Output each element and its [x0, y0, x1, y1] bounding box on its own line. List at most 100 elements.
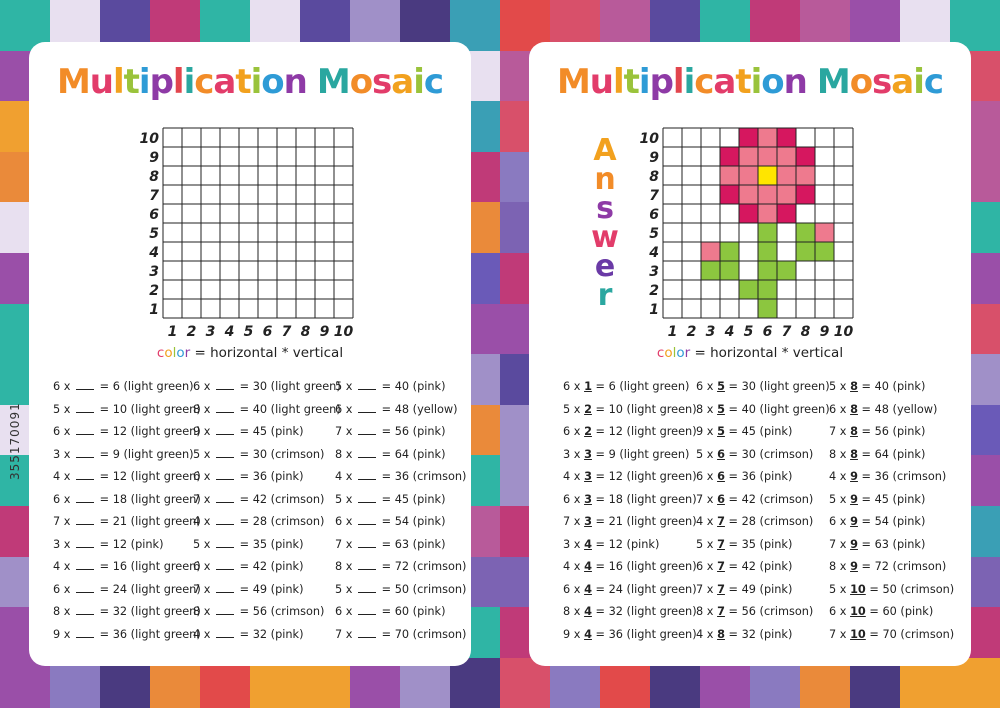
equation-row: 6 x = 6 (light green): [53, 380, 194, 393]
row-label: 7: [149, 188, 159, 204]
mosaic-cell: [720, 185, 739, 204]
column-label: 9: [320, 324, 330, 340]
equation-row: 5 x = 30 (crimson): [193, 447, 325, 461]
mosaic-cell: [720, 147, 739, 166]
equation-row: 3 x 4 = 12 (pink): [563, 537, 660, 551]
row-label: 1: [649, 302, 659, 318]
mosaic-cell: [758, 185, 777, 204]
equation-row: 8 x = 32 (light green): [53, 605, 201, 618]
color-formula: color = horizontal * vertical: [156, 345, 344, 361]
row-label: 9: [649, 150, 659, 166]
equation-row: 6 x = 24 (light green): [53, 582, 201, 596]
mosaic-cell: [739, 147, 758, 166]
equation-row: 4 x = 28 (crimson): [193, 515, 325, 528]
mosaic-cell: [777, 185, 796, 204]
mosaic-cell: [758, 204, 777, 223]
column-label: 6: [263, 324, 273, 340]
equation-row: 5 x = 50 (crimson): [335, 582, 467, 596]
equation-row: 3 x = 9 (light green): [53, 447, 194, 461]
mosaic-cell: [758, 128, 777, 147]
mosaic-cell: [777, 128, 796, 147]
equation-column-2: 6 x = 30 (light green) 8 x = 40 (light gr…: [193, 376, 343, 646]
answer-title: Multiplication Mosaic: [556, 62, 944, 102]
mosaic-cell: [720, 261, 739, 280]
mosaic-cell: [796, 242, 815, 261]
answer-column-3: 5 x 8 = 40 (pink) 6 x 8 = 48 (yellow) 7 x …: [829, 376, 979, 646]
equation-row: 8 x = 56 (crimson): [193, 605, 325, 618]
mosaic-cell: [758, 261, 777, 280]
equation-row: 4 x = 36 (crimson): [335, 470, 467, 483]
mosaic-cell: [701, 261, 720, 280]
row-label: 8: [649, 169, 659, 185]
column-label: 3: [206, 324, 216, 340]
column-label: 7: [282, 324, 292, 340]
equation-row: 7 x = 42 (crimson): [193, 492, 325, 506]
worksheet-card: Multiplication Mosaic 10 9 8 7 6 5 4 3 2 1 1 2 3 4 5 6 7…: [29, 42, 471, 666]
mosaic-cell: [701, 242, 720, 261]
equation-row: 8 x 9 = 72 (crimson): [829, 560, 947, 573]
equation-row: 8 x 4 = 32 (light green): [563, 605, 697, 618]
equation-row: 8 x = 40 (light green): [193, 402, 341, 416]
equation-row: 7 x 6 = 42 (crimson): [696, 492, 814, 506]
column-label: 3: [706, 324, 716, 340]
mosaic-cell: [739, 280, 758, 299]
column-label: 5: [744, 324, 754, 340]
equation-row: 7 x = 70 (crimson): [335, 627, 467, 641]
row-label: 7: [649, 188, 659, 204]
row-label: 8: [149, 169, 159, 185]
equation-row: 5 x 9 = 45 (pink): [829, 492, 926, 506]
mosaic-cell: [796, 166, 815, 185]
mosaic-cell: [739, 128, 758, 147]
equation-row: 7 x 3 = 21 (light green): [563, 515, 697, 528]
column-label: 9: [820, 324, 830, 340]
equation-row: 9 x = 45 (pink): [193, 425, 304, 438]
mosaic-cell: [777, 166, 796, 185]
column-label: 10: [834, 324, 854, 340]
mosaic-cell: [739, 185, 758, 204]
equation-row: 6 x = 36 (pink): [193, 470, 304, 483]
equation-row: 7 x = 63 (pink): [335, 537, 446, 551]
equation-row: 5 x = 45 (pink): [335, 492, 446, 506]
equation-row: 5 x = 40 (pink): [335, 380, 446, 393]
row-label: 6: [149, 207, 159, 223]
equation-row: 4 x = 16 (light green): [53, 560, 201, 573]
column-label: 7: [782, 324, 792, 340]
equation-row: 8 x 8 = 64 (pink): [829, 447, 926, 461]
mosaic-cell: [758, 299, 777, 318]
equation-row: 7 x 9 = 63 (pink): [829, 537, 926, 551]
equation-row: 6 x = 60 (pink): [335, 605, 446, 618]
equation-row: 4 x 9 = 36 (crimson): [829, 470, 947, 483]
column-label: 10: [334, 324, 354, 340]
equation-row: 7 x 8 = 56 (pink): [829, 425, 926, 438]
equation-row: 4 x 3 = 12 (light green): [563, 470, 697, 483]
row-label: 9: [149, 150, 159, 166]
equation-row: 6 x 2 = 12 (light green): [563, 425, 697, 438]
equation-row: 4 x = 12 (light green): [53, 470, 201, 483]
equation-row: 8 x = 64 (pink): [335, 447, 446, 461]
equation-row: 7 x 10 = 70 (crimson): [829, 627, 955, 641]
column-label: 8: [301, 324, 311, 340]
mosaic-cell: [739, 166, 758, 185]
equation-row: 9 x 5 = 45 (pink): [696, 425, 793, 438]
equation-row: 6 x 3 = 18 (light green): [563, 492, 697, 506]
equation-row: 6 x = 54 (pink): [335, 515, 446, 528]
row-label: 4: [148, 245, 159, 261]
row-label: 5: [149, 226, 159, 242]
equation-row: 8 x 5 = 40 (light green): [696, 402, 830, 416]
equation-row: 6 x = 42 (pink): [193, 560, 304, 573]
equation-row: 5 x 2 = 10 (light green): [563, 402, 697, 416]
mosaic-cell: [758, 166, 777, 185]
mosaic-cell: [796, 185, 815, 204]
mosaic-cell: [758, 147, 777, 166]
mosaic-cell: [758, 242, 777, 261]
equation-row: 4 x 4 = 16 (light green): [563, 560, 697, 573]
mosaic-cell: [777, 261, 796, 280]
equation-row: 5 x = 10 (light green): [53, 402, 201, 416]
row-label: 1: [149, 302, 159, 318]
worksheet-title: Multiplication Mosaic: [56, 62, 444, 102]
mosaic-cell: [777, 147, 796, 166]
equation-row: 3 x 3 = 9 (light green): [563, 447, 690, 461]
equation-row: 6 x 5 = 30 (light green): [696, 380, 830, 393]
column-label: 1: [668, 324, 678, 340]
equation-row: 6 x = 18 (light green): [53, 492, 201, 506]
